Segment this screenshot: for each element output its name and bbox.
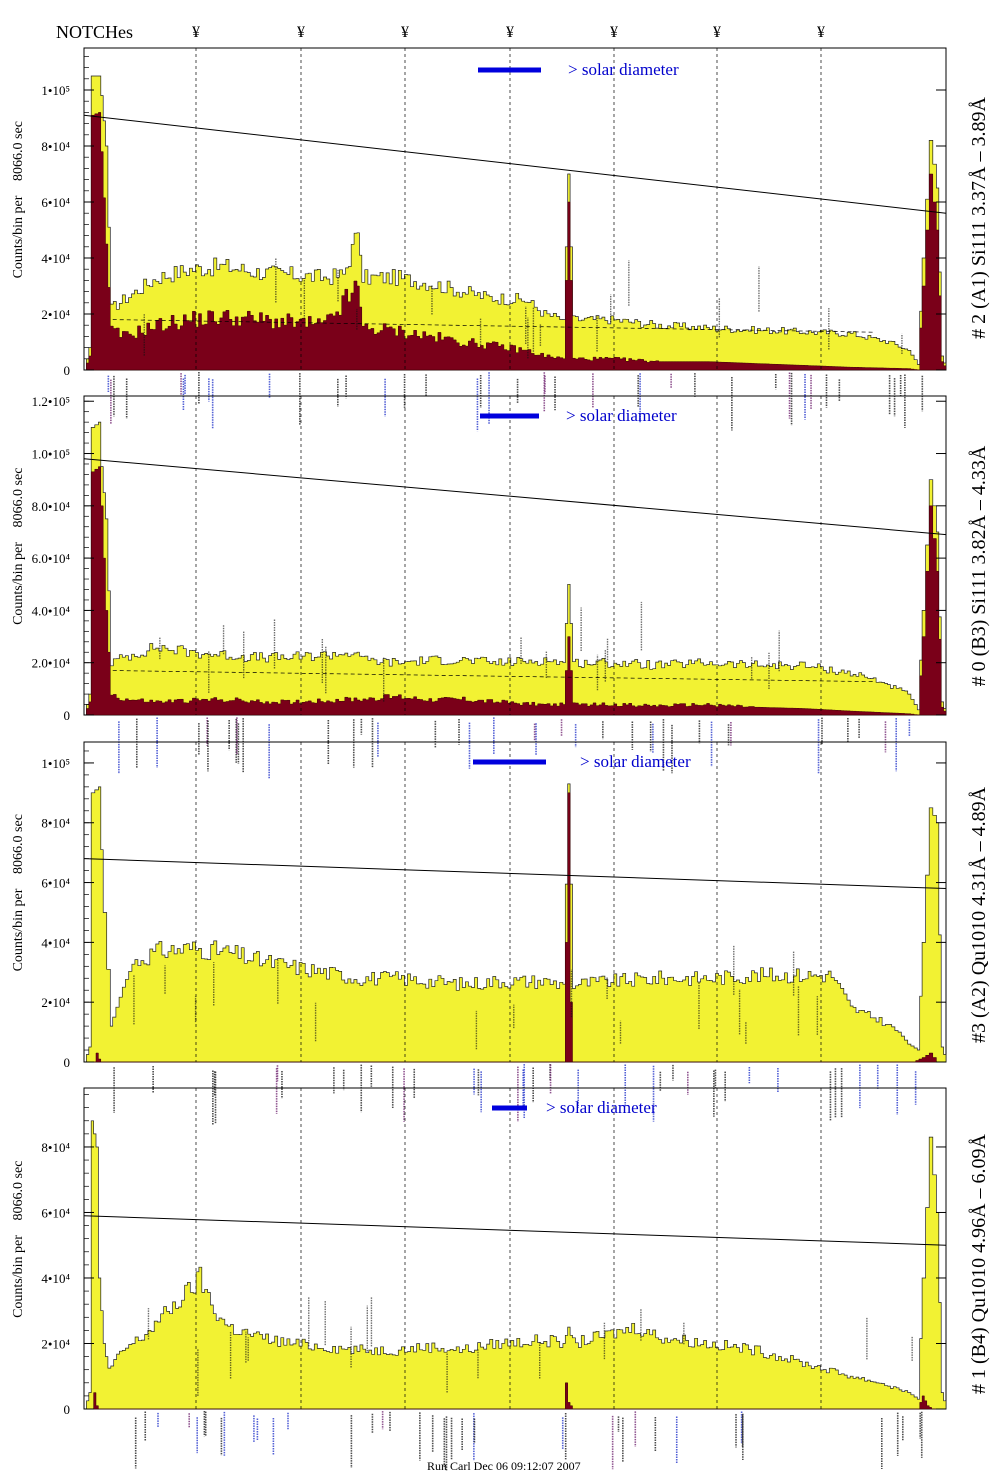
y-tick-label: 0 [64, 1402, 71, 1417]
line-id-annotations [107, 258, 924, 432]
y-tick-label: 6•10⁴ [41, 1205, 70, 1220]
y-tick-label: 8•10⁴ [41, 139, 70, 154]
model-dashed-line [112, 319, 875, 333]
trend-line [83, 1215, 947, 1246]
solar-diameter-label: > solar diameter [568, 60, 679, 79]
line-id-annotations [134, 1296, 923, 1471]
y-tick-label: 4•10⁴ [41, 251, 70, 266]
y-axis-exposure: 8066.0 sec [11, 814, 26, 874]
line-id-annotations [113, 945, 917, 1125]
panel-3: 0 2•10⁴ 4•10⁴ 6•10⁴ 8•10⁴ 1•10⁵ > solar diamet… [11, 741, 990, 1125]
lower-count-histogram [84, 792, 946, 1063]
lower-count-histogram [84, 1382, 946, 1410]
y-tick-label: 2•10⁴ [41, 995, 70, 1010]
trend-line [83, 114, 947, 214]
lower-count-histogram [84, 112, 947, 371]
lower-count-histogram [84, 466, 947, 716]
y-tick-label: 2•10⁴ [41, 1336, 70, 1351]
footer-timestamp: Run Carl Dec 06 09:12:07 2007 [427, 1459, 581, 1473]
y-tick-label: 2•10⁴ [41, 307, 70, 322]
y-tick-label: 2.0•10⁴ [32, 656, 71, 671]
panel-label: # 1 (B4) Qu1010 4.96Å – 6.09Å [968, 1133, 990, 1394]
line-id-annotations [118, 601, 911, 779]
panel-label: #3 (A2) Qu1010 4.31Å – 4.89Å [968, 786, 990, 1043]
panel-2: 0 2.0•10⁴ 4.0•10⁴ 6.0•10⁴ 8.0•10⁴ 1.0•10⁵ 1.2•… [11, 394, 990, 779]
model-dashed-line [112, 670, 875, 683]
chart-panels: 0 2•10⁴ 4•10⁴ 6•10⁴ 8•10⁴ 1•10⁵ > solar diamet… [11, 47, 990, 1471]
panel-1: 0 2•10⁴ 4•10⁴ 6•10⁴ 8•10⁴ 1•10⁵ > solar diamet… [11, 47, 990, 432]
y-tick-label: 1•10⁵ [41, 83, 70, 98]
panel-label: # 0 (B3) Si111 3.82Å – 4.33Å [968, 445, 990, 686]
trend-line [83, 858, 947, 890]
notch-marker-2: ¥ [297, 24, 305, 41]
y-tick-label: 6•10⁴ [41, 195, 70, 210]
upper-count-histogram [84, 75, 947, 371]
y-tick-label: 1.0•10⁵ [32, 447, 70, 462]
panel-label: # 2 (A1) Si111 3.37Å – 3.89Å [968, 97, 990, 339]
y-tick-label: 1.2•10⁵ [32, 394, 70, 409]
solar-diameter-label: > solar diameter [546, 1098, 657, 1117]
notch-marker-4: ¥ [506, 24, 514, 41]
notch-marker-5: ¥ [610, 24, 618, 41]
y-tick-label: 4.0•10⁴ [32, 603, 71, 618]
trend-line [83, 458, 947, 536]
upper-count-histogram [84, 1120, 947, 1410]
y-axis-label: Counts/bin per [11, 195, 26, 278]
y-axis-label: Counts/bin per [11, 1235, 26, 1318]
notch-marker-7: ¥ [817, 24, 825, 41]
notches-label: NOTCHes [56, 22, 133, 42]
y-tick-label: 4•10⁴ [41, 1271, 70, 1286]
y-tick-label: 6.0•10⁴ [32, 551, 71, 566]
y-axis-label: Counts/bin per [11, 542, 26, 625]
y-tick-label: 8•10⁴ [41, 816, 70, 831]
y-tick-label: 0 [64, 1055, 71, 1070]
panel-4: 0 2•10⁴ 4•10⁴ 6•10⁴ 8•10⁴ > solar diameter Cou… [11, 1087, 990, 1471]
solar-diameter-label: > solar diameter [580, 752, 691, 771]
solar-diameter-label: > solar diameter [566, 406, 677, 425]
y-axis-label: Counts/bin per [11, 888, 26, 971]
notch-markers: ¥ ¥ ¥ ¥ ¥ ¥ ¥ [192, 24, 825, 41]
y-tick-label: 1•10⁵ [41, 756, 70, 771]
y-tick-label: 8.0•10⁴ [32, 499, 71, 514]
y-tick-label: 6•10⁴ [41, 876, 70, 891]
notch-marker-6: ¥ [713, 24, 721, 41]
y-tick-label: 0 [64, 363, 71, 378]
notch-marker-1: ¥ [192, 24, 200, 41]
y-tick-label: 0 [64, 708, 71, 723]
upper-count-histogram [84, 421, 947, 716]
upper-count-histogram [84, 783, 947, 1063]
notch-marker-3: ¥ [401, 24, 409, 41]
y-tick-label: 4•10⁴ [41, 935, 70, 950]
y-axis-exposure: 8066.0 sec [11, 468, 26, 528]
y-tick-label: 8•10⁴ [41, 1140, 70, 1155]
y-axis-exposure: 8066.0 sec [11, 1161, 26, 1221]
y-axis-exposure: 8066.0 sec [11, 121, 26, 181]
